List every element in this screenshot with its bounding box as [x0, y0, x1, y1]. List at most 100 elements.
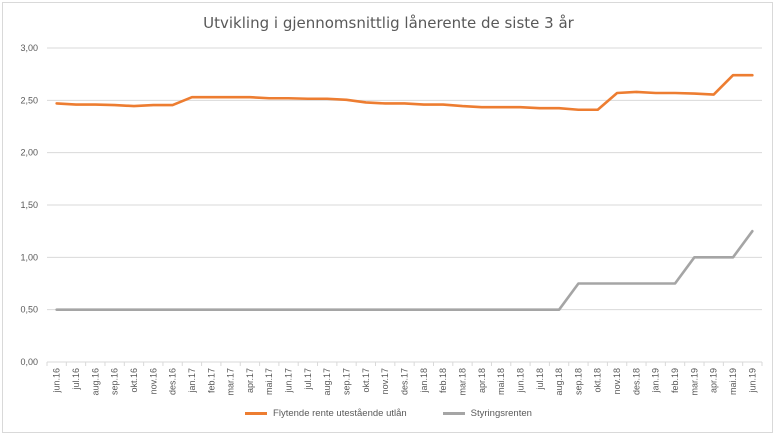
x-tick-label: nov.18 [612, 368, 622, 394]
data-point-series-0 [268, 97, 270, 99]
x-tick-label: mai.18 [496, 368, 506, 395]
data-point-series-1 [75, 308, 77, 310]
data-point-series-0 [539, 107, 541, 109]
data-point-series-0 [616, 92, 618, 94]
data-point-series-1 [732, 256, 734, 258]
x-tick-label: jun.18 [515, 368, 525, 394]
data-point-series-1 [113, 308, 115, 310]
data-point-series-0 [674, 92, 676, 94]
data-point-series-1 [249, 308, 251, 310]
legend-label-series-1: Styringsrenten [470, 408, 532, 419]
data-point-series-1 [133, 308, 135, 310]
legend-item-series-0: Flytende rente utestående utlån [245, 408, 407, 419]
data-point-series-0 [519, 106, 521, 108]
x-tick-label: mai.17 [264, 368, 274, 395]
data-point-series-0 [712, 93, 714, 95]
data-point-series-0 [287, 97, 289, 99]
data-point-series-1 [268, 308, 270, 310]
data-point-series-1 [152, 308, 154, 310]
data-point-series-1 [577, 282, 579, 284]
data-point-series-1 [403, 308, 405, 310]
data-point-series-0 [191, 96, 193, 98]
data-point-series-1 [712, 256, 714, 258]
x-tick-label: okt.17 [361, 368, 371, 393]
data-point-series-0 [577, 109, 579, 111]
x-tick-label: jan.18 [419, 368, 429, 394]
y-tick-label: 2,00 [20, 148, 38, 158]
legend-label-series-0: Flytende rente utestående utlån [273, 408, 407, 419]
data-point-series-1 [558, 308, 560, 310]
x-tick-label: jul.18 [535, 368, 545, 391]
data-point-series-1 [326, 308, 328, 310]
x-tick-label: des.16 [168, 368, 178, 395]
y-tick-label: 1,50 [20, 200, 38, 210]
data-point-series-1 [94, 308, 96, 310]
data-point-series-1 [191, 308, 193, 310]
data-point-series-1 [365, 308, 367, 310]
x-tick-label: feb.19 [670, 368, 680, 393]
x-tick-label: aug.17 [322, 368, 332, 396]
data-point-series-0 [365, 101, 367, 103]
x-tick-label: feb.17 [206, 368, 216, 393]
y-tick-label: 2,50 [20, 95, 38, 105]
x-tick-label: mar.19 [689, 368, 699, 396]
data-point-series-1 [500, 308, 502, 310]
x-tick-label: mar.18 [457, 368, 467, 396]
data-point-series-1 [655, 282, 657, 284]
x-tick-label: apr.18 [477, 368, 487, 393]
data-point-series-1 [345, 308, 347, 310]
data-point-series-0 [461, 105, 463, 107]
data-point-series-0 [171, 104, 173, 106]
data-point-series-1 [461, 308, 463, 310]
data-point-series-1 [384, 308, 386, 310]
x-tick-label: jun.17 [284, 368, 294, 394]
data-point-series-1 [751, 230, 753, 232]
data-point-series-1 [519, 308, 521, 310]
x-tick-label: sep.16 [110, 368, 120, 395]
data-point-series-0 [133, 105, 135, 107]
series-line-0 [55, 73, 754, 112]
data-point-series-0 [403, 102, 405, 104]
x-tick-label: okt.16 [129, 368, 139, 393]
data-point-series-1 [210, 308, 212, 310]
x-tick-label: apr.19 [709, 368, 719, 393]
x-tick-label: mai.19 [728, 368, 738, 395]
data-point-series-1 [481, 308, 483, 310]
data-point-series-1 [635, 282, 637, 284]
x-tick-label: okt.18 [593, 368, 603, 393]
x-tick-label: apr.17 [245, 368, 255, 393]
data-point-series-0 [113, 104, 115, 106]
x-tick-label: feb.18 [438, 368, 448, 393]
data-point-series-0 [326, 98, 328, 100]
legend-swatch-series-0 [245, 412, 268, 415]
data-point-series-1 [229, 308, 231, 310]
x-tick-label: nov.17 [380, 368, 390, 394]
data-point-series-1 [442, 308, 444, 310]
data-point-series-0 [751, 74, 753, 76]
data-point-series-0 [229, 96, 231, 98]
legend: Flytende rente utestående utlån Styrings… [0, 408, 777, 419]
x-tick-label: jan.17 [187, 368, 197, 394]
data-point-series-0 [210, 96, 212, 98]
data-point-series-1 [423, 308, 425, 310]
x-tick-label: des.18 [631, 368, 641, 395]
x-tick-label: sep.17 [342, 368, 352, 395]
y-tick-label: 1,00 [20, 252, 38, 262]
data-point-series-0 [94, 103, 96, 105]
y-tick-label: 0,50 [20, 305, 38, 315]
data-point-series-0 [635, 91, 637, 93]
data-point-series-1 [674, 282, 676, 284]
data-point-series-1 [55, 308, 57, 310]
data-point-series-0 [442, 103, 444, 105]
x-tick-label: jul.16 [71, 368, 81, 391]
data-point-series-0 [732, 74, 734, 76]
y-tick-label: 3,00 [20, 43, 38, 53]
x-tick-label: jul.17 [303, 368, 313, 391]
x-tick-label: aug.18 [554, 368, 564, 396]
data-point-series-1 [616, 282, 618, 284]
legend-swatch-series-1 [442, 412, 465, 415]
data-point-series-0 [423, 103, 425, 105]
data-point-series-0 [307, 98, 309, 100]
x-tick-label: sep.18 [573, 368, 583, 395]
